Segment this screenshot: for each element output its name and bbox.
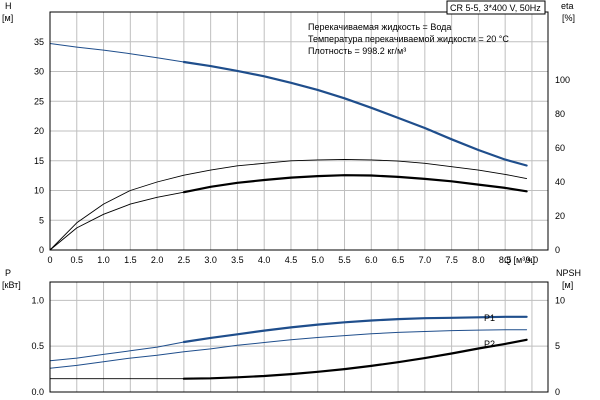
top-right-tick-label: 20 [555,211,565,221]
bottom-plot-frame [49,281,549,393]
top-plot-frame [49,11,549,251]
top-curve-eta-bold-4 [182,174,528,194]
bottom-right-tick-label: 5 [555,341,560,351]
top-right-tick-label: 60 [555,143,565,153]
bottom-curve-npsh-bold-4 [182,338,528,380]
bottom-p-unit: [кВт] [2,280,21,290]
top-right-tick-label: 40 [555,177,565,187]
x-tick-label: 7.0 [419,255,432,265]
top-h-unit: [м] [2,13,13,23]
annotation-density: Плотность = 998.2 кг/м³ [308,46,406,56]
x-tick-label: 4.5 [285,255,298,265]
top-eta-label: eta [561,1,574,11]
top-right-tick-label: 100 [555,75,570,85]
x-tick-label: 0.5 [71,255,84,265]
bottom-curve-power-thin-2 [49,329,528,369]
x-tick-label: 5.0 [311,255,324,265]
annotation-temperature: Температура перекачиваемой жидкости = 20… [308,34,509,44]
top-left-tick-label: 10 [34,186,44,196]
x-axis-label: Q [м³/ч] [504,255,535,265]
top-left-tick-label: 20 [34,126,44,136]
top-left-tick-label: 35 [34,37,44,47]
labels: H [м] eta [%] Q [м³/ч] P [кВт] NPSH [м] … [2,1,581,397]
x-tick-label: 5.5 [338,255,351,265]
top-left-tick-label: 25 [34,96,44,106]
bottom-right-tick-label: 10 [555,295,565,305]
bottom-npsh-label: NPSH [556,268,581,278]
bottom-curve-power-bold-1 [182,315,528,344]
top-curve-head-bold-1 [182,60,528,167]
x-tick-label: 3.0 [204,255,217,265]
top-right-tick-label: 0 [555,245,560,255]
chart-title: CR 5-5, 3*400 V, 50Hz [450,3,541,13]
top-left-tick-label: 5 [39,215,44,225]
bottom-p-label: P [5,268,11,278]
curves [49,43,528,380]
x-tick-label: 3.5 [231,255,244,265]
plot-frames [49,11,549,393]
info-box: CR 5-5, 3*400 V, 50Hz Перекачиваемая жид… [308,0,546,56]
bottom-left-tick-label: 0.0 [31,387,44,397]
top-curve-eta-thin-3 [49,191,185,251]
x-tick-label: 8.5 [499,255,512,265]
top-left-tick-label: 0 [39,245,44,255]
top-left-tick-label: 15 [34,156,44,166]
top-left-tick-label: 30 [34,67,44,77]
grid [49,12,548,393]
x-tick-label: 4.0 [258,255,271,265]
top-h-label: H [5,1,12,11]
x-tick-label: 6.5 [392,255,405,265]
series-label-p1: P1 [484,313,495,323]
bottom-left-tick-label: 1.0 [31,295,44,305]
x-tick-label: 0 [47,255,52,265]
bottom-right-tick-label: 0 [555,387,560,397]
x-tick-label: 7.5 [445,255,458,265]
annotation-liquid: Перекачиваемая жидкость = Вода [308,22,451,32]
x-tick-label: 9.0 [526,255,539,265]
bottom-npsh-unit: [м] [562,280,573,290]
x-tick-label: 2.5 [178,255,191,265]
x-tick-label: 8.0 [472,255,485,265]
top-curve-eta-thin-2 [49,158,528,251]
x-tick-label: 2.0 [151,255,164,265]
bottom-curve-power-thin-0 [49,341,185,362]
top-curve-head-thin-0 [49,43,185,63]
x-tick-label: 1.0 [97,255,110,265]
x-tick-label: 1.5 [124,255,137,265]
top-right-tick-label: 80 [555,109,565,119]
series-label-p2: P2 [484,339,495,349]
bottom-left-tick-label: 0.5 [31,341,44,351]
x-tick-label: 6.0 [365,255,378,265]
info-title-box [446,0,546,15]
top-eta-unit: [%] [562,13,575,23]
